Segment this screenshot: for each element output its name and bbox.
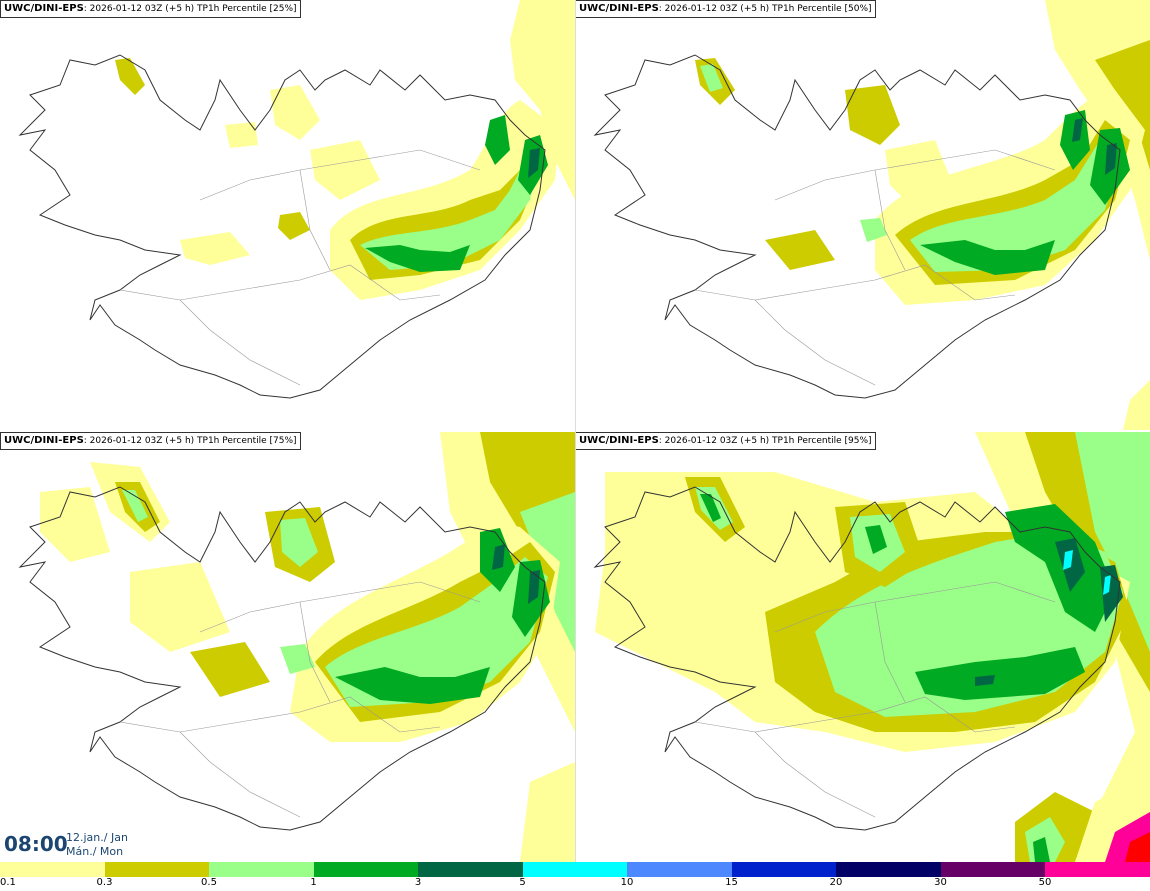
roads: [119, 581, 481, 818]
precip-fill: [115, 0, 575, 300]
roads: [694, 581, 1056, 818]
colorbar-segment: [731, 862, 836, 877]
coastline: [593, 486, 1121, 831]
colorbar-segment: [418, 862, 523, 877]
colorbar-tick-label: 0.5: [201, 877, 217, 888]
colorbar-segment: [104, 862, 209, 877]
roads: [694, 149, 1056, 386]
precip-map-75: [18, 432, 575, 862]
colorbar-segment: [627, 862, 732, 877]
coastline: [18, 486, 546, 831]
colorbar-tick-label: 50: [1038, 877, 1052, 888]
colorbar: [0, 862, 1150, 877]
map-panel-95: UWC/DINI-EPS: 2026-01-12 03Z (+5 h) TP1h…: [575, 432, 1150, 862]
valid-time: 08:00: [4, 832, 68, 856]
colorbar-segment: [522, 862, 627, 877]
coastline: [18, 54, 546, 399]
precip-fill-corner: [1123, 380, 1150, 430]
colorbar-tick-label: 1: [310, 877, 317, 888]
precip-fill: [595, 432, 1150, 862]
colorbar-segment: [1045, 862, 1150, 877]
colorbar-tick-label: 15: [725, 877, 738, 888]
precip-fill: [695, 0, 1150, 305]
colorbar-segment: [836, 862, 941, 877]
colorbar-tick-label: 5: [519, 877, 526, 888]
time-box: [0, 826, 162, 862]
valid-date: 12.jan./ Jan Mán./ Mon: [66, 831, 128, 859]
colorbar-tick-label: 20: [829, 877, 843, 888]
date-line-1: 12.jan./ Jan: [66, 831, 128, 844]
panel-title-95: UWC/DINI-EPS: 2026-01-12 03Z (+5 h) TP1h…: [575, 432, 876, 450]
colorbar-tick-label: 0.1: [0, 877, 16, 888]
colorbar-ticks: 0.1 0.3 0.5 1 3 5 10 15 20 30 50: [0, 877, 1150, 891]
roads: [119, 149, 481, 386]
map-panel-75: UWC/DINI-EPS: 2026-01-12 03Z (+5 h) TP1h…: [0, 432, 575, 862]
precip-fill: [40, 432, 575, 862]
precip-map-50: [593, 0, 1150, 430]
panel-title-25: UWC/DINI-EPS: 2026-01-12 03Z (+5 h) TP1h…: [0, 0, 301, 18]
colorbar-tick-label: 3: [414, 877, 422, 888]
colorbar-tick-label: 30: [934, 877, 947, 888]
colorbar-segment: [313, 862, 418, 877]
map-panel-25: UWC/DINI-EPS: 2026-01-12 03Z (+5 h) TP1h…: [0, 0, 575, 430]
map-panel-50: UWC/DINI-EPS: 2026-01-12 03Z (+5 h) TP1h…: [575, 0, 1150, 430]
colorbar-segment: [209, 862, 314, 877]
precip-map-25: [18, 0, 575, 399]
colorbar-tick-label: 10: [620, 877, 634, 888]
precip-map-95: [593, 432, 1150, 862]
panel-divider: [575, 0, 576, 862]
colorbar-segment: [940, 862, 1045, 877]
panel-title-50: UWC/DINI-EPS: 2026-01-12 03Z (+5 h) TP1h…: [575, 0, 876, 18]
colorbar-tick-label: 0.3: [96, 877, 113, 888]
coastline: [593, 54, 1121, 399]
date-line-2: Mán./ Mon: [66, 845, 124, 858]
colorbar-segment: [0, 862, 105, 877]
panel-title-75: UWC/DINI-EPS: 2026-01-12 03Z (+5 h) TP1h…: [0, 432, 301, 450]
